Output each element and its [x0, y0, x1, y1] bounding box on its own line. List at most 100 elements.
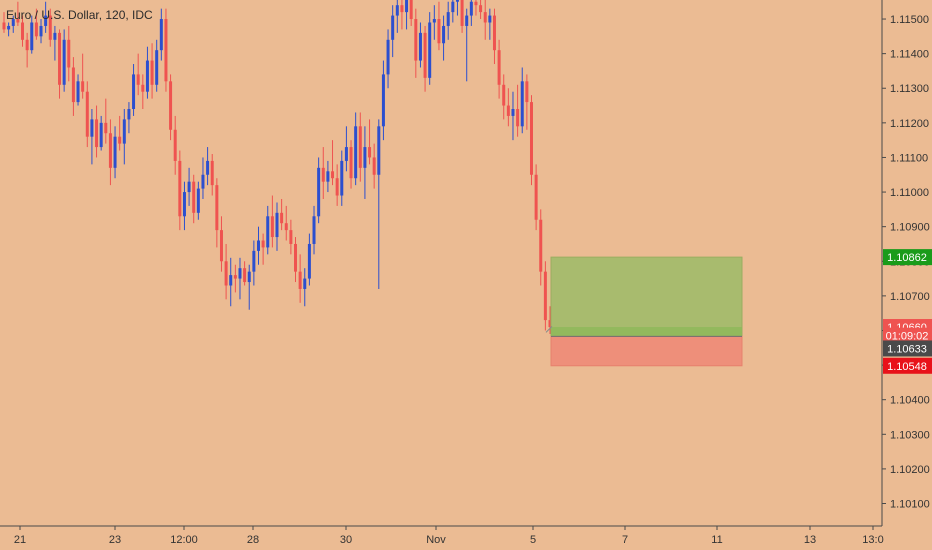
candle-body [275, 212, 279, 238]
candle-body [326, 171, 330, 182]
candle [53, 25, 57, 61]
candle-body [377, 126, 381, 175]
candle-body [298, 271, 302, 289]
candle-body [497, 50, 501, 85]
price-tag: 1.10548 [883, 357, 932, 374]
profit-zone[interactable] [550, 256, 743, 337]
price-tick-label: 1.10300 [890, 429, 930, 441]
price-tag-label: 1.10548 [887, 361, 927, 373]
candle-body [460, 0, 464, 26]
candle [469, 0, 473, 26]
candle [11, 15, 15, 33]
candle [372, 143, 376, 189]
candle [155, 39, 159, 92]
candle-body [34, 22, 38, 37]
candle-body [99, 122, 103, 148]
candle [7, 22, 11, 37]
candle-body [67, 39, 71, 68]
candle-body [30, 22, 34, 51]
candle-body [358, 126, 362, 168]
candle [423, 25, 427, 92]
price-tag-bg [883, 340, 932, 357]
candle [108, 119, 112, 186]
candle [187, 167, 191, 206]
candle-body [25, 39, 29, 51]
long-position-tool[interactable] [545, 256, 743, 367]
candle [534, 164, 538, 231]
candle [252, 240, 256, 286]
candle-body [132, 74, 136, 110]
time-tick-label: 23 [109, 534, 121, 546]
candle [488, 8, 492, 40]
candle [400, 0, 404, 30]
candle-body [85, 91, 89, 137]
candle [516, 84, 520, 137]
candle [391, 5, 395, 58]
candle-body [506, 105, 510, 116]
candle [432, 5, 436, 40]
candle [206, 147, 210, 186]
time-tick-label: 5 [530, 534, 536, 546]
candle [113, 126, 117, 179]
entry-connector [545, 326, 553, 333]
candle-body [294, 243, 298, 272]
candle [127, 102, 131, 134]
candles-layer [2, 0, 552, 334]
candle-body [312, 216, 316, 244]
candle [48, 8, 52, 47]
candle [326, 160, 330, 193]
candle-body [317, 167, 321, 217]
candle-body [192, 181, 196, 213]
candle-body [386, 39, 390, 75]
candle [67, 25, 71, 82]
candle [85, 81, 89, 148]
price-tag-label: 1.10633 [887, 343, 927, 355]
candle [451, 0, 455, 23]
candle [294, 237, 298, 283]
candle [58, 29, 62, 99]
candle [164, 8, 168, 92]
candle-body [219, 230, 223, 262]
candle [261, 233, 265, 265]
candle-body [548, 320, 552, 328]
candle-body [256, 240, 260, 251]
candle-body [405, 0, 409, 13]
candle [210, 153, 214, 196]
price-tick-label: 1.10900 [890, 222, 930, 234]
time-tick-label: Nov [426, 534, 446, 546]
candle-body [145, 60, 149, 92]
candle-body [372, 157, 376, 175]
candle [331, 140, 335, 186]
candle-body [76, 81, 80, 103]
candle-body [122, 119, 126, 144]
candle [215, 178, 219, 248]
candle [76, 74, 80, 106]
candle [270, 195, 274, 248]
time-axis[interactable]: 21 23 12:00 28 30 Nov 5 7 11 13 13:0 [0, 525, 884, 546]
candle-body [400, 5, 404, 13]
candle [465, 8, 469, 82]
candle [321, 147, 325, 199]
price-tick-label: 1.10400 [890, 395, 930, 407]
candle-body [210, 160, 214, 186]
candle [30, 15, 34, 54]
candle [71, 57, 75, 116]
candle-body [483, 12, 487, 23]
candle [141, 74, 145, 110]
candle-body [155, 50, 159, 85]
candle-body [289, 230, 293, 244]
candle-body [21, 22, 25, 40]
loss-zone[interactable] [550, 335, 743, 367]
candle [405, 0, 409, 30]
candle-body [108, 133, 112, 168]
candle-body [118, 136, 122, 144]
candle-body [173, 129, 177, 161]
price-tag-bg [883, 327, 932, 344]
candle [344, 126, 348, 172]
candle [548, 306, 552, 334]
candle [229, 257, 233, 307]
price-tag-label: 01:09:02 [886, 331, 929, 343]
candle [317, 157, 321, 224]
